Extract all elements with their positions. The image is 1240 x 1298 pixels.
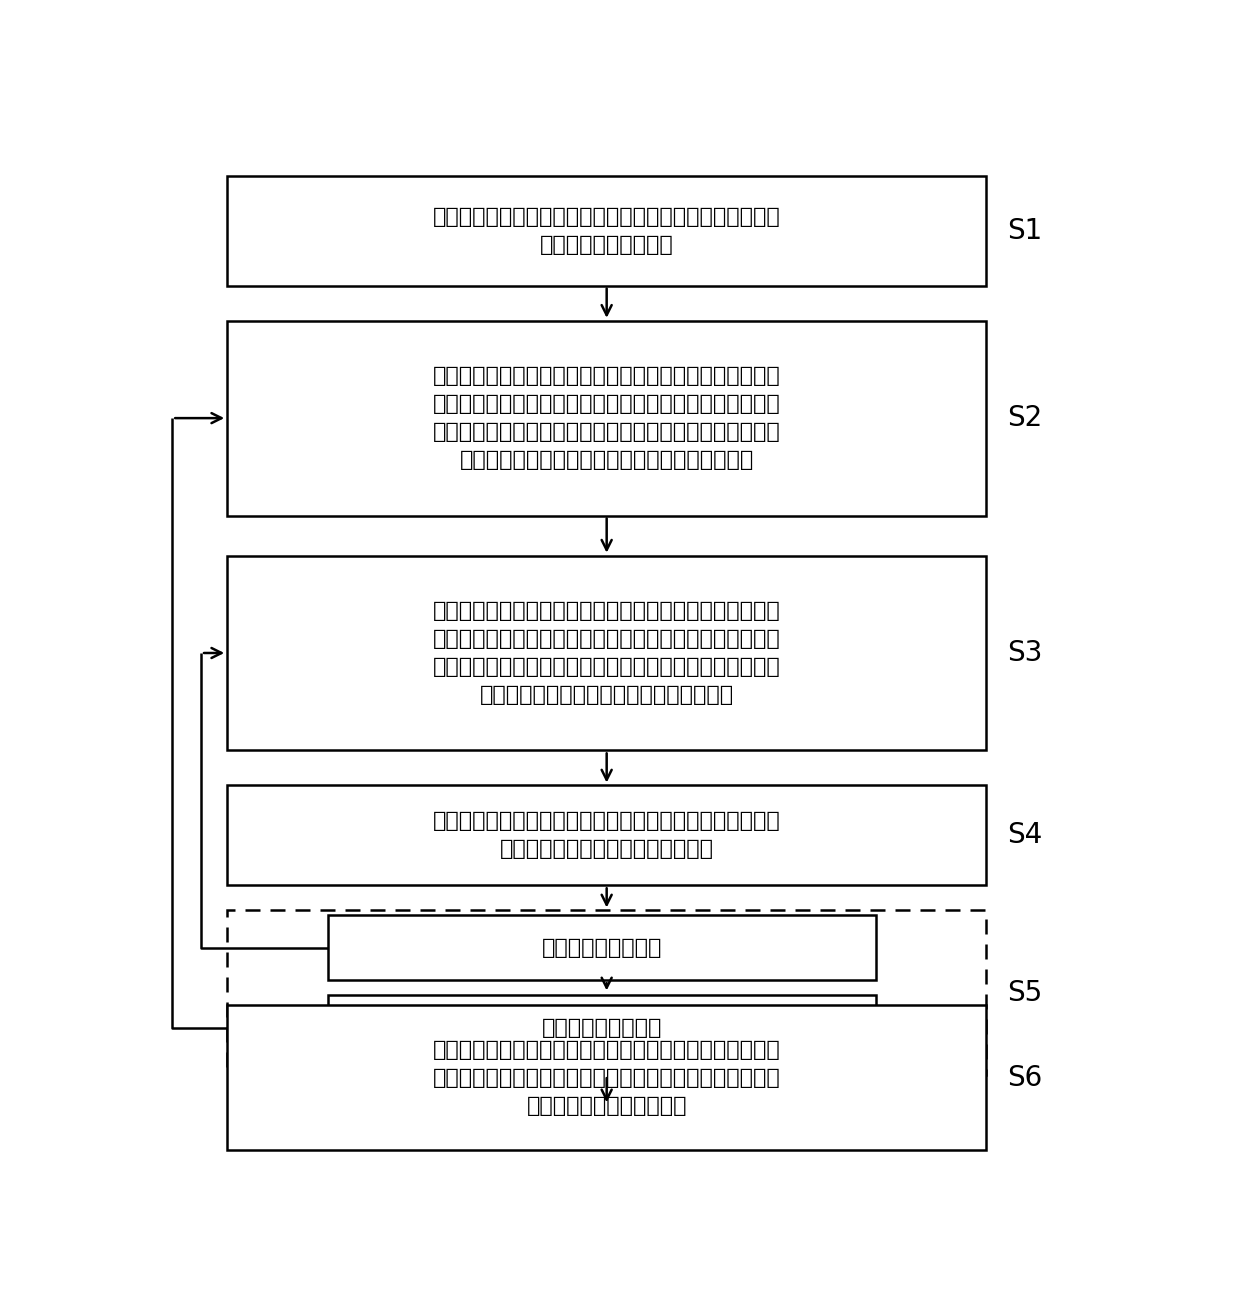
Text: 获取待轮询的原始目标数组，并将原始目标数据组中的每个
元素标记为未访问状态: 获取待轮询的原始目标数组，并将原始目标数据组中的每个 元素标记为未访问状态	[433, 206, 780, 254]
Text: 完成对新数组的轮询: 完成对新数组的轮询	[542, 1018, 662, 1038]
Text: 轮询新数组中的每个元素，并根据正在轮询的处于未访问状
态的元素的参数信息与原始目标数组中除正在轮询的元素外
的剩余元素的参数信息对原始目标数组中的元素进行分类以: 轮询新数组中的每个元素，并根据正在轮询的处于未访问状 态的元素的参数信息与原始目…	[433, 601, 780, 705]
Bar	[227, 785, 986, 885]
Text: S3: S3	[1007, 639, 1043, 667]
Text: 轮询原始目标数组中的每个元素，并根据正在轮询的处于未
访问状态的元素的参数信息和原始目标数组中除正在轮询的
元素外的剩余元素的参数信息对原始目标数组中的元素进行: 轮询原始目标数组中的每个元素，并根据正在轮询的处于未 访问状态的元素的参数信息和…	[433, 366, 780, 470]
Bar	[327, 915, 875, 980]
Bar	[327, 996, 875, 1060]
Text: S4: S4	[1007, 822, 1043, 849]
Text: S2: S2	[1007, 404, 1043, 432]
Bar	[227, 910, 986, 1075]
Bar	[227, 556, 986, 750]
Text: S6: S6	[1007, 1064, 1043, 1092]
Text: 当完成对原始目标数组的轮询后，获取每个新数组中幅值最
大的元素，并将每个新数组中幅值最大的元素添加至聚类目
标数组中，以完成目标聚类: 当完成对原始目标数组的轮询后，获取每个新数组中幅值最 大的元素，并将每个新数组中…	[433, 1040, 780, 1116]
Bar	[227, 175, 986, 286]
Text: S1: S1	[1007, 217, 1043, 245]
Text: 完成对簇数组的轮询: 完成对簇数组的轮询	[542, 938, 662, 958]
Text: 轮询簇数组中的每个元素，并将簇数组中处于未访问状态的
元素添加至该簇数组对应的新数组中: 轮询簇数组中的每个元素，并将簇数组中处于未访问状态的 元素添加至该簇数组对应的新…	[433, 811, 780, 859]
Bar	[227, 1005, 986, 1150]
Bar	[227, 321, 986, 515]
Text: S5: S5	[1007, 979, 1043, 1007]
